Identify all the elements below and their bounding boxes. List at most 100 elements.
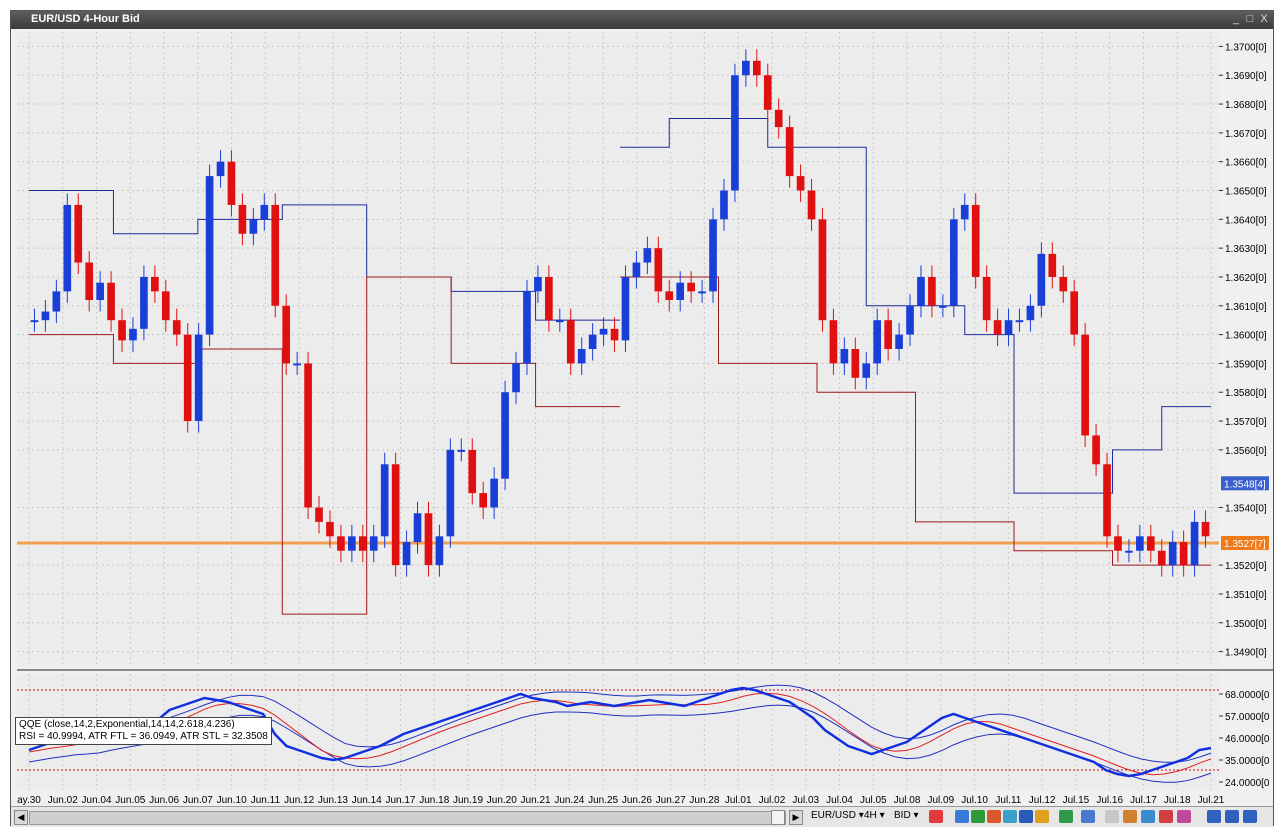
candle-body: [216, 161, 225, 177]
time-tick-label: Jun.13: [318, 795, 348, 806]
candle-body: [698, 291, 706, 294]
candle-body: [742, 60, 750, 76]
candle-body: [862, 363, 871, 378]
candle-body: [917, 276, 925, 306]
horizontal-scrollbar[interactable]: [29, 811, 786, 825]
shrink-icon[interactable]: [1225, 810, 1239, 823]
candle-body: [172, 320, 181, 335]
candle-body: [654, 248, 663, 292]
price-tick-label: 1.3700[0]: [1225, 42, 1267, 53]
candle-body: [1168, 542, 1177, 566]
time-tick-label: Jul.12: [1029, 795, 1056, 806]
indicator-tick-label: 68.0000[0: [1225, 690, 1270, 701]
minimize-icon[interactable]: _: [1232, 13, 1240, 25]
scroll-thumb[interactable]: [771, 810, 785, 825]
candle-body: [107, 282, 115, 321]
chart-window: EUR/USD 4-Hour Bid _ □ X 1.3700[0] 1.3690…: [10, 10, 1274, 827]
side-dropdown[interactable]: BID ▾: [894, 810, 919, 821]
candle-body: [140, 276, 148, 329]
time-tick-label: Jun.21: [521, 795, 551, 806]
indicator-tick-label: 24.0000[0: [1225, 778, 1270, 789]
scale-icon[interactable]: [1243, 810, 1257, 823]
timeframe-dropdown[interactable]: 4H ▾: [864, 810, 885, 821]
indicator-tick-label: 57.0000[0: [1225, 712, 1270, 723]
time-tick-label: Jul.17: [1130, 795, 1157, 806]
candle-body: [1201, 521, 1210, 537]
candle-body: [807, 190, 816, 220]
candle-body: [993, 320, 1002, 335]
cursor-icon[interactable]: [1059, 810, 1073, 823]
time-tick-label: Jul.04: [826, 795, 853, 806]
line-chart-icon[interactable]: [955, 810, 969, 823]
candle-body: [566, 320, 575, 364]
candle-body: [949, 219, 958, 306]
grid-icon[interactable]: [1003, 810, 1017, 823]
candle-body: [391, 464, 400, 566]
candle-body: [785, 127, 794, 177]
price-tick-label: 1.3570[0]: [1225, 417, 1267, 428]
candle-body: [796, 176, 805, 191]
candle-body: [304, 363, 312, 508]
candle-body: [41, 311, 50, 321]
time-tick-label: Jul.01: [725, 795, 752, 806]
candle-body: [643, 248, 652, 263]
candlestick-icon[interactable]: [987, 810, 1001, 823]
candle-body: [1048, 253, 1057, 277]
zoom-in-icon[interactable]: [1105, 810, 1119, 823]
candle-body: [326, 521, 334, 537]
candle-body: [446, 449, 455, 537]
price-tick-label: 1.3520[0]: [1225, 561, 1267, 572]
template-icon[interactable]: [1035, 810, 1049, 823]
candle-body: [501, 392, 509, 479]
price-chart[interactable]: 1.3700[0] 1.3690[0] 1.3680[0] 1.3670[0] 1.36…: [13, 30, 1273, 806]
title-bar[interactable]: EUR/USD 4-Hour Bid _ □ X: [11, 11, 1273, 29]
price-tick-label: 1.3630[0]: [1225, 244, 1267, 255]
candle-body: [895, 334, 903, 349]
time-tick-label: Jul.09: [927, 795, 954, 806]
maximize-icon[interactable]: □: [1246, 13, 1254, 25]
indicator-icon[interactable]: [1019, 810, 1033, 823]
zoom-out-icon[interactable]: [1177, 810, 1191, 823]
status-bar: ◀ ▶ EUR/USD ▾ 4H ▾ BID ▾: [11, 806, 1273, 827]
time-tick-label: Jun.12: [284, 795, 314, 806]
candle-body: [380, 464, 389, 537]
price-tick-label: 1.3670[0]: [1225, 129, 1267, 140]
time-tick-label: Jul.05: [860, 795, 887, 806]
candle-body: [129, 328, 137, 341]
candle-body: [282, 305, 291, 364]
candle-body: [928, 276, 936, 306]
expand-icon[interactable]: [1159, 810, 1173, 823]
indicator-tick-label: 35.0000[0: [1225, 756, 1270, 767]
time-tick-label: Jul.10: [961, 795, 988, 806]
time-tick-label: Jun.27: [656, 795, 686, 806]
crosshair-icon[interactable]: [1123, 810, 1137, 823]
candle-body: [315, 507, 323, 522]
candle-body: [632, 262, 641, 277]
price-tick-label: 1.3580[0]: [1225, 388, 1267, 399]
close-icon[interactable]: X: [1260, 13, 1268, 25]
candle-color-icon[interactable]: [929, 810, 943, 823]
candle-body: [731, 75, 739, 191]
symbol-dropdown[interactable]: EUR/USD ▾: [811, 810, 864, 821]
price-tick-label: 1.3510[0]: [1225, 590, 1267, 601]
symbol-label: EUR/USD: [811, 810, 857, 821]
move-icon[interactable]: [1141, 810, 1155, 823]
time-tick-label: Jun.17: [385, 795, 415, 806]
price-tick-label: 1.3690[0]: [1225, 71, 1267, 82]
properties-icon[interactable]: [1081, 810, 1095, 823]
candle-body: [818, 219, 827, 321]
candle-body: [1146, 536, 1155, 551]
candle-body: [118, 320, 126, 341]
fit-icon[interactable]: [1207, 810, 1221, 823]
candle-body: [687, 282, 695, 292]
price-badge-label: 1.3527[7]: [1224, 539, 1266, 550]
candle-body: [1037, 253, 1046, 306]
time-tick-label: Jun.24: [554, 795, 584, 806]
time-tick-label: Jul.03: [792, 795, 819, 806]
upper-band-line: [29, 190, 620, 321]
bar-chart-icon[interactable]: [971, 810, 985, 823]
scroll-left-button[interactable]: ◀: [14, 810, 28, 825]
scroll-right-button[interactable]: ▶: [789, 810, 803, 825]
candle-body: [1081, 334, 1089, 436]
candle-body: [599, 328, 608, 335]
